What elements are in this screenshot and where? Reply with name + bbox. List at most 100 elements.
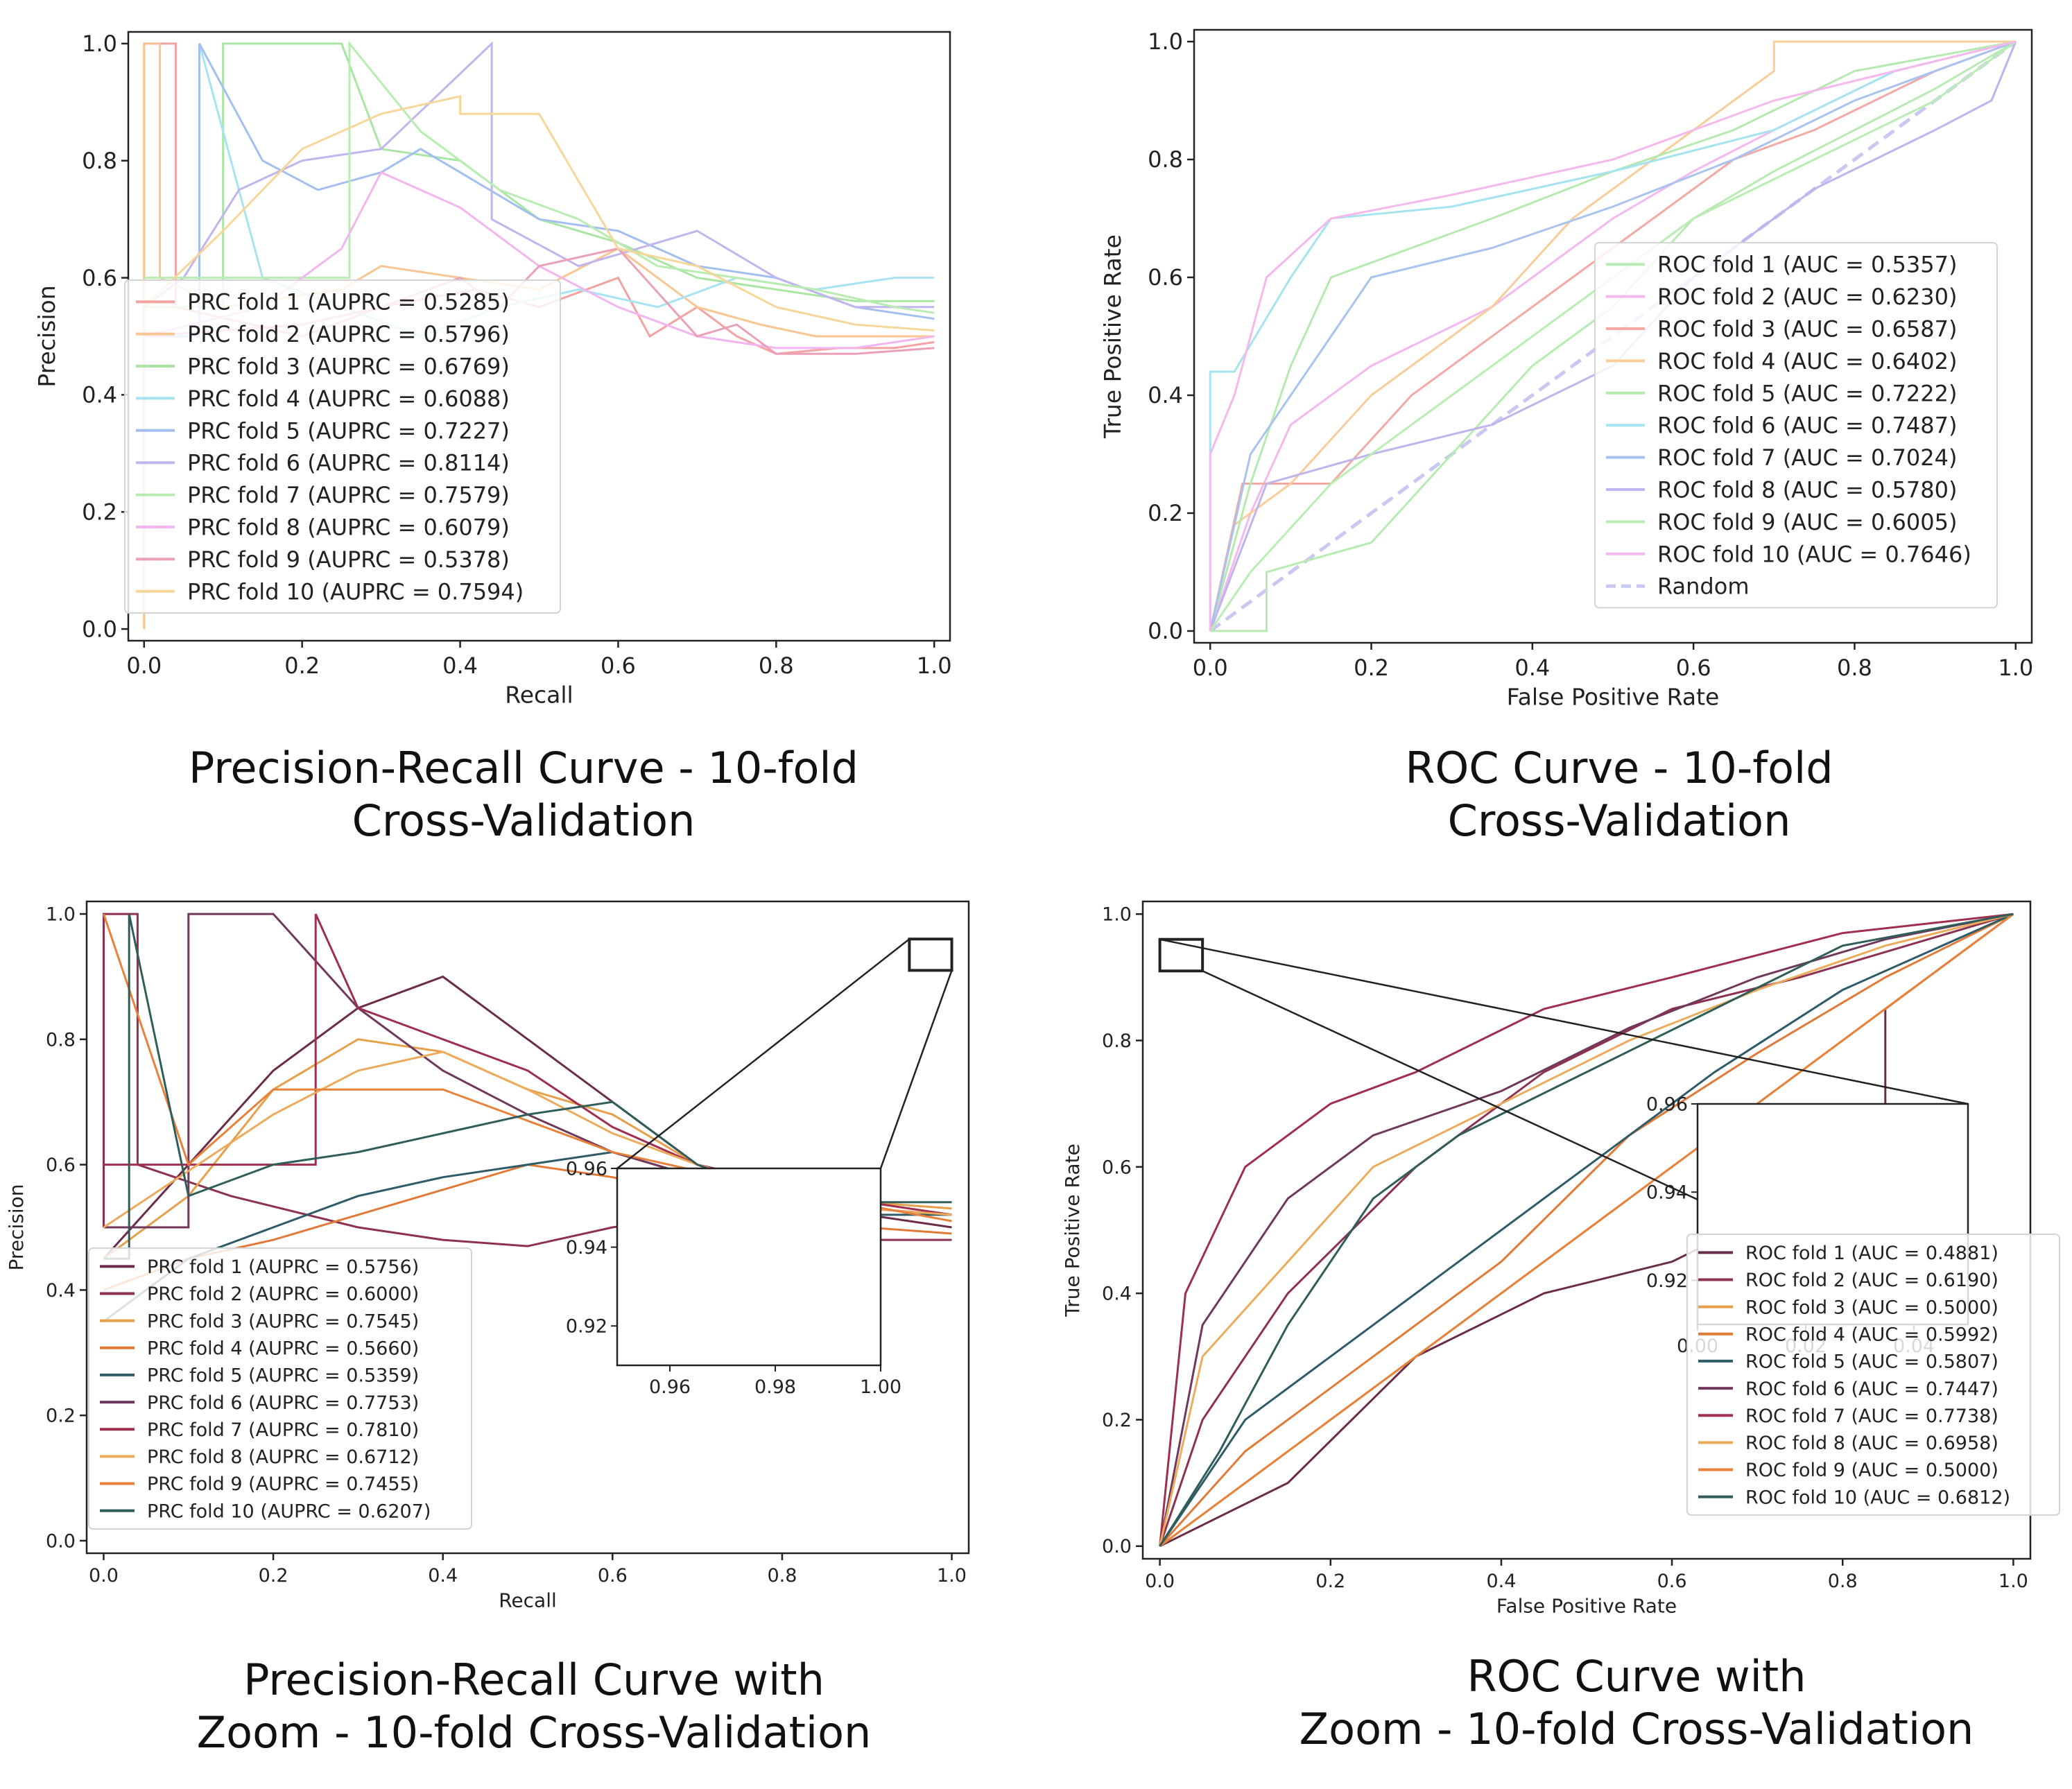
caption-line: Precision-Recall Curve - 10-fold	[189, 743, 858, 793]
series-line-8	[1159, 913, 2014, 1547]
inset-x-tick-label: 1.00	[860, 1376, 901, 1398]
series-line-1	[1210, 40, 2017, 632]
caption-line: Zoom - 10-fold Cross-Validation	[196, 1707, 872, 1758]
y-tick-label: 1.0	[82, 31, 117, 57]
y-axis-label: Precision	[33, 285, 60, 387]
y-tick-label: 0.8	[46, 1029, 76, 1051]
series-line-4	[1159, 913, 2014, 1547]
x-tick-label: 0.4	[442, 652, 478, 679]
legend-label: ROC fold 2 (AUC = 0.6230)	[1657, 284, 1957, 310]
legend-label: ROC fold 1 (AUC = 0.4881)	[1745, 1243, 1998, 1264]
y-tick-label: 1.0	[1148, 28, 1183, 55]
x-tick-label: 1.0	[917, 652, 952, 679]
y-tick-label: 0.6	[1102, 1157, 1132, 1178]
zoom-connector	[616, 938, 910, 1169]
inset-y-tick-label: 0.96	[1646, 1094, 1688, 1115]
y-tick-label: 0.6	[82, 265, 117, 291]
series-line-3	[1209, 40, 2017, 632]
x-tick-label: 0.2	[1315, 1571, 1345, 1592]
x-tick-label: 0.6	[1676, 655, 1711, 681]
series-line-9	[1159, 913, 2014, 1548]
legend-label: Random	[1657, 573, 1749, 600]
legend-label: PRC fold 2 (AUPRC = 0.6000)	[147, 1284, 419, 1305]
x-tick-label: 0.2	[259, 1565, 288, 1587]
legend-label: ROC fold 10 (AUC = 0.7646)	[1657, 541, 1971, 567]
legend-label: PRC fold 5 (AUPRC = 0.7227)	[187, 417, 510, 444]
legend-label: PRC fold 10 (AUPRC = 0.7594)	[187, 578, 524, 605]
y-tick-label: 0.8	[82, 148, 117, 174]
legend-label: ROC fold 8 (AUC = 0.5780)	[1657, 477, 1957, 503]
chart-prc-fold: 0.0 0.2 0.4 0.6 0.8 1.0 0.0 0.2 0.4 0.6 0.8 1.0 Reca…	[33, 31, 952, 709]
series-line-2	[1159, 913, 2014, 1547]
legend-label: ROC fold 2 (AUC = 0.6190)	[1745, 1270, 1998, 1291]
legend-box	[1594, 242, 1998, 609]
x-tick-label: 0.6	[601, 652, 636, 679]
legend-label: PRC fold 8 (AUPRC = 0.6712)	[147, 1446, 419, 1468]
caption-line: Cross-Validation	[1447, 795, 1791, 846]
x-tick-label: 0.8	[759, 652, 794, 679]
inset-y-tick-label: 0.96	[566, 1158, 607, 1179]
inset-y-tick-label: 0.92	[1646, 1270, 1688, 1292]
legend-label: PRC fold 3 (AUPRC = 0.7545)	[147, 1311, 419, 1332]
plot-frame	[85, 900, 970, 1555]
chart-roc-fold: 0.0 0.2 0.4 0.6 0.8 1.0 0.0 0.2 0.4 0.6 0.8 1.0 Fals…	[1099, 28, 2033, 710]
legend-label: PRC fold 7 (AUPRC = 0.7810)	[147, 1419, 419, 1441]
x-tick-label: 0.0	[1193, 655, 1228, 681]
x-tick-label: 1.0	[937, 1565, 967, 1587]
inset-frame	[616, 1167, 882, 1367]
x-tick-label: 1.0	[1998, 655, 2033, 681]
caption-line: ROC Curve with	[1467, 1651, 1806, 1702]
x-axis-label: Recall	[499, 1589, 557, 1611]
caption-line: ROC Curve - 10-fold	[1405, 743, 1833, 793]
plot-frame	[1193, 28, 2033, 644]
legend-label: ROC fold 7 (AUC = 0.7738)	[1745, 1406, 1998, 1427]
y-tick-label: 0.4	[46, 1280, 76, 1302]
series-line-5	[1159, 913, 2014, 1547]
inset-y-tick-label: 0.94	[1646, 1182, 1688, 1204]
y-tick-label: 1.0	[46, 904, 76, 926]
series-line-4	[1209, 40, 2016, 632]
series-line-7	[1159, 913, 2014, 1546]
y-tick-label: 0.6	[46, 1155, 76, 1176]
legend-label: PRC fold 2 (AUPRC = 0.5796)	[187, 321, 510, 347]
caption-roc-zoom: ROC Curve with Zoom - 10-fold Cross-Vali…	[1151, 1650, 2072, 1756]
legend-label: ROC fold 4 (AUC = 0.5992)	[1745, 1324, 1998, 1345]
y-axis-label: True Positive Rate	[1061, 1143, 1084, 1317]
x-tick-label: 0.2	[284, 652, 320, 679]
series-line-10	[1209, 40, 2017, 631]
legend-label: ROC fold 1 (AUC = 0.5357)	[1657, 252, 1957, 278]
inset-x-tick-label: 0.96	[649, 1376, 691, 1398]
caption-line: Zoom - 10-fold Cross-Validation	[1299, 1704, 1974, 1754]
y-tick-label: 0.2	[82, 499, 117, 525]
legend-label: ROC fold 5 (AUC = 0.5807)	[1745, 1351, 1998, 1373]
x-tick-label: 0.2	[1354, 655, 1389, 681]
legend-label: PRC fold 1 (AUPRC = 0.5285)	[187, 289, 510, 316]
x-axis-label: Recall	[505, 682, 573, 709]
series-line-6	[1209, 40, 2017, 631]
zoom-box	[908, 937, 953, 972]
y-tick-label: 0.2	[1148, 500, 1183, 526]
y-tick-label: 0.4	[82, 382, 117, 408]
x-tick-label: 0.4	[428, 1565, 458, 1587]
y-axis-label: True Positive Rate	[1099, 234, 1126, 439]
legend-label: ROC fold 6 (AUC = 0.7487)	[1657, 413, 1957, 439]
legend-label: PRC fold 4 (AUPRC = 0.5660)	[147, 1338, 419, 1359]
y-tick-label: 0.4	[1148, 382, 1183, 408]
y-tick-label: 0.8	[1148, 146, 1183, 173]
zoom-connector	[879, 970, 953, 1169]
legend-label: ROC fold 10 (AUC = 0.6812)	[1745, 1487, 2010, 1508]
x-tick-label: 1.0	[1998, 1571, 2028, 1592]
legend-label: ROC fold 4 (AUC = 0.6402)	[1657, 348, 1957, 374]
random-diagonal	[1209, 40, 2017, 633]
legend-label: ROC fold 9 (AUC = 0.5000)	[1745, 1460, 1998, 1481]
caption-roc-fold: ROC Curve - 10-fold Cross-Validation	[1134, 742, 2072, 847]
y-tick-label: 0.0	[46, 1530, 76, 1552]
inset-y-tick-label: 0.94	[566, 1237, 607, 1259]
series-line-6	[143, 41, 935, 309]
x-tick-label: 0.0	[89, 1565, 119, 1587]
series-line-7	[144, 40, 935, 314]
x-tick-label: 0.0	[126, 652, 162, 679]
x-tick-label: 0.8	[1828, 1571, 1858, 1592]
y-tick-label: 0.0	[1148, 618, 1183, 644]
legend-box	[1686, 1234, 2060, 1516]
